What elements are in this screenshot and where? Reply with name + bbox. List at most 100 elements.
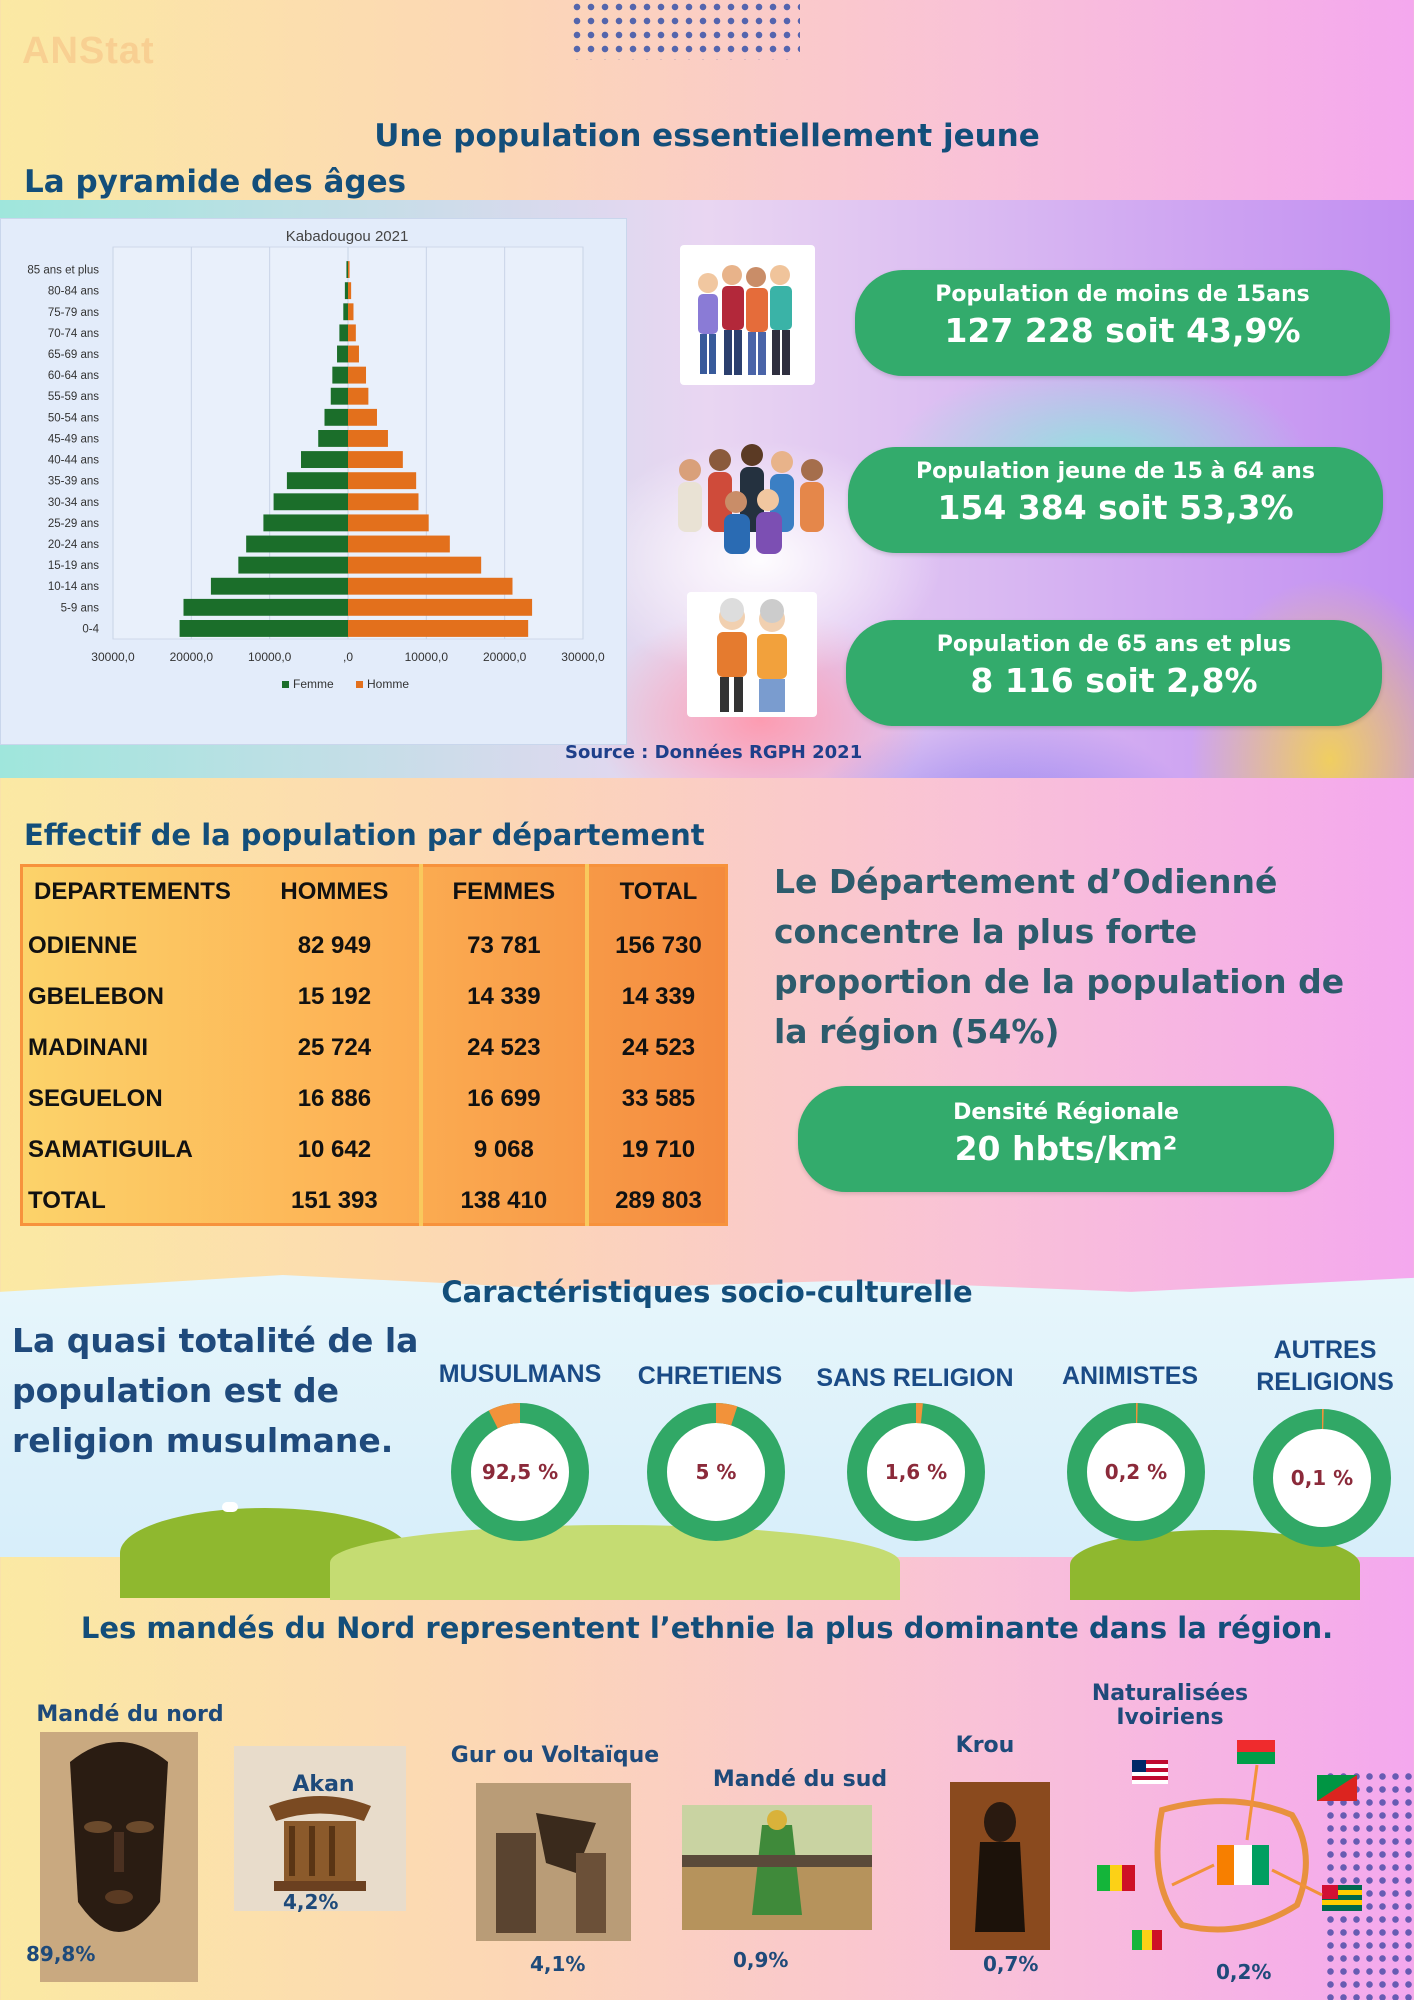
bar-femme bbox=[337, 345, 348, 363]
bar-homme bbox=[348, 577, 513, 595]
y-tick-label: 15-19 ans bbox=[48, 560, 99, 572]
x-tick-label: 20000,0 bbox=[170, 650, 214, 664]
department-value-cell: 156 730 bbox=[584, 920, 728, 971]
bar-homme bbox=[348, 303, 354, 321]
department-value-cell: 16 699 bbox=[418, 1073, 587, 1124]
y-tick-label: 5-9 ans bbox=[61, 602, 100, 614]
y-tick-label: 65-69 ans bbox=[48, 349, 99, 361]
bar-femme bbox=[301, 451, 348, 468]
donut-value: 0,1 % bbox=[1291, 1466, 1353, 1490]
ethnic-section-title: Les mandés du Nord representent l’ethnie… bbox=[80, 1611, 1334, 1645]
bar-homme bbox=[348, 324, 356, 342]
density-badge: Densité Régionale 20 hbts/km² bbox=[798, 1086, 1334, 1192]
bar-femme bbox=[339, 324, 348, 342]
table-row: MADINANI 25 724 24 523 24 523 bbox=[20, 1022, 728, 1073]
stat-under15-badge: Population de moins de 15ans 127 228 soi… bbox=[855, 270, 1390, 376]
hill-middle bbox=[330, 1525, 900, 1600]
pyramid-section-title: La pyramide des âges bbox=[24, 164, 407, 200]
bar-femme bbox=[324, 408, 348, 426]
donut-segment bbox=[647, 1403, 785, 1541]
department-value-cell: 14 339 bbox=[418, 971, 587, 1022]
y-tick-label: 50-54 ans bbox=[48, 412, 99, 424]
department-value-cell: 73 781 bbox=[418, 920, 587, 971]
bar-femme bbox=[344, 282, 348, 300]
y-tick-label: 40-44 ans bbox=[48, 455, 99, 467]
age-pyramid-chart: Kabadougou 2021 0-4 5-9 ans 10-14 ans 15-19 … bbox=[0, 218, 627, 745]
krou-statue-image bbox=[950, 1782, 1050, 1950]
religion-summary-text: La quasi totalité de la population est d… bbox=[12, 1321, 419, 1460]
stat-65plus-badge: Population de 65 ans et plus 8 116 soit … bbox=[846, 620, 1382, 726]
table-header-row: DEPARTEMENTS HOMMES FEMMES TOTAL bbox=[20, 864, 728, 920]
seniors-illustration bbox=[687, 592, 817, 717]
ethnie-pct-krou: 0,7% bbox=[983, 1952, 1039, 1976]
bar-femme bbox=[246, 535, 348, 553]
bar-homme bbox=[348, 366, 367, 384]
socio-section-title: Caractéristiques socio-culturelle bbox=[441, 1275, 973, 1309]
youth-group-icon bbox=[698, 265, 792, 375]
legend-label-homme: Homme bbox=[367, 677, 409, 691]
ethnie-label-akan: Akan bbox=[292, 1772, 355, 1797]
stat-under15-label: Population de moins de 15ans bbox=[935, 282, 1310, 307]
x-tick-label: ,0 bbox=[343, 650, 353, 664]
bar-homme bbox=[348, 472, 417, 490]
department-value-cell: 151 393 bbox=[291, 1186, 378, 1214]
x-tick-label: 30000,0 bbox=[561, 650, 605, 664]
bar-femme bbox=[346, 261, 348, 278]
adult-crowd-icon bbox=[678, 444, 824, 554]
anstat-logo: ANStat bbox=[22, 30, 155, 72]
department-value-cell: 16 886 bbox=[297, 1084, 372, 1112]
donut-segment bbox=[847, 1403, 985, 1541]
department-value-cell: 10 642 bbox=[297, 1135, 372, 1163]
chart-title: Kabadougou 2021 bbox=[286, 228, 409, 245]
department-name-cell: MADINANI bbox=[28, 1033, 148, 1061]
department-value-cell: 14 339 bbox=[584, 971, 728, 1022]
y-tick-label: 25-29 ans bbox=[48, 518, 99, 530]
page-title: Une population essentiellement jeune bbox=[374, 118, 1040, 154]
department-value-cell: 289 803 bbox=[584, 1175, 728, 1226]
mask-icon bbox=[70, 1742, 168, 1932]
bar-femme bbox=[273, 493, 348, 511]
bar-femme bbox=[238, 556, 348, 574]
gur-mask-icon bbox=[476, 1783, 631, 1941]
y-tick-label: 10-14 ans bbox=[48, 581, 99, 593]
religion-label-animistes: ANIMISTES bbox=[1061, 1362, 1199, 1390]
department-name-cell: ODIENNE bbox=[28, 931, 138, 959]
akan-stool-image bbox=[234, 1746, 406, 1911]
y-tick-label: 70-74 ans bbox=[48, 328, 99, 340]
department-name-cell: GBELEBON bbox=[28, 982, 165, 1010]
bar-homme bbox=[348, 345, 359, 363]
table-row: TOTAL 151 393 138 410 289 803 bbox=[20, 1175, 728, 1226]
col-header-femmes: FEMMES bbox=[418, 864, 587, 920]
bar-homme bbox=[348, 620, 529, 637]
bar-femme bbox=[210, 577, 348, 595]
bar-homme bbox=[348, 282, 352, 300]
x-tick-label: 10000,0 bbox=[248, 650, 292, 664]
department-value-cell: 138 410 bbox=[418, 1175, 587, 1226]
donut-0: 92,5 % bbox=[451, 1403, 589, 1541]
bar-homme bbox=[348, 535, 450, 553]
bar-homme bbox=[348, 261, 350, 278]
bar-homme bbox=[348, 493, 419, 511]
adults-illustration bbox=[660, 430, 845, 560]
ethnie-pct-gur: 4,1% bbox=[530, 1952, 586, 1976]
legend-swatch-femme bbox=[282, 681, 289, 688]
y-tick-label: 35-39 ans bbox=[48, 476, 99, 488]
stat-under15-value: 127 228 soit 43,9% bbox=[944, 311, 1301, 350]
department-value-cell: 9 068 bbox=[418, 1124, 587, 1175]
donut-2: 1,6 % bbox=[847, 1403, 985, 1541]
department-name-cell: SAMATIGUILA bbox=[28, 1135, 193, 1163]
ethnie-pct-akan: 4,2% bbox=[283, 1890, 339, 1914]
y-tick-label: 75-79 ans bbox=[48, 307, 99, 319]
bar-femme bbox=[286, 472, 348, 490]
gur-mask-image bbox=[476, 1783, 631, 1941]
source-note: Source : Données RGPH 2021 bbox=[565, 742, 863, 763]
stat-65plus-label: Population de 65 ans et plus bbox=[936, 632, 1292, 657]
table-row: GBELEBON 15 192 14 339 14 339 bbox=[20, 971, 728, 1022]
bar-femme bbox=[330, 387, 348, 405]
religion-label-musulmans: MUSULMANS bbox=[438, 1360, 602, 1388]
bar-homme bbox=[348, 408, 377, 426]
y-tick-label: 55-59 ans bbox=[48, 391, 99, 403]
ethnie-pct-naturalisees: 0,2% bbox=[1216, 1960, 1272, 1984]
department-value-cell: 82 949 bbox=[297, 931, 372, 959]
stat-15-64-value: 154 384 soit 53,3% bbox=[937, 488, 1294, 527]
